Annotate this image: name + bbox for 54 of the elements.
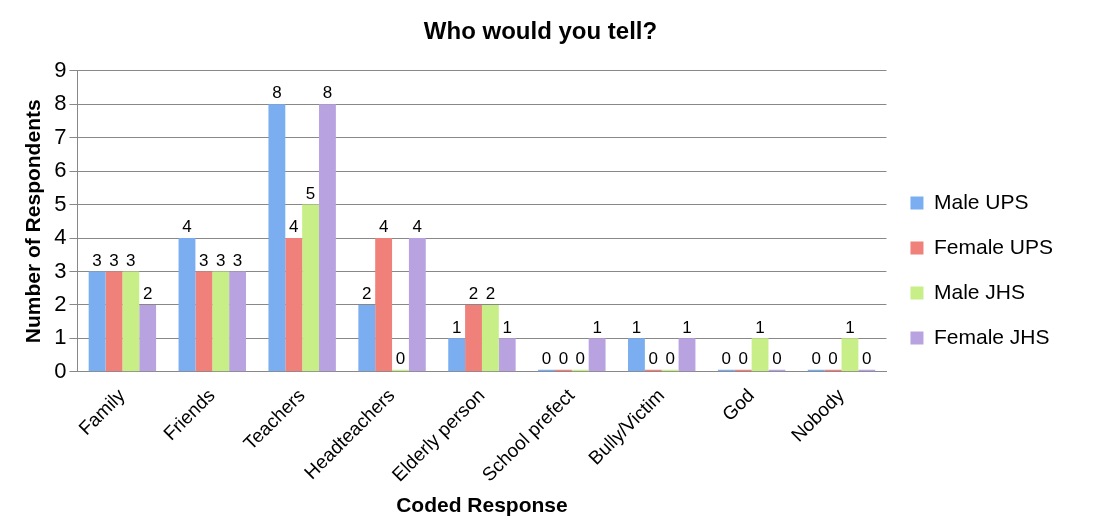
data-label: 0 [721, 348, 732, 368]
data-label: 3 [109, 250, 119, 270]
y-tick-label: 5 [54, 190, 67, 216]
data-label: 0 [828, 348, 838, 368]
legend-label: Male UPS [933, 189, 1029, 213]
data-label: 0 [648, 348, 659, 368]
data-label: 0 [541, 348, 552, 368]
y-tick-label: 4 [54, 224, 67, 250]
data-label: 4 [182, 217, 192, 237]
data-label: 0 [738, 348, 748, 368]
y-tick-label: 9 [54, 56, 67, 82]
data-label: 8 [322, 83, 333, 103]
data-label: 4 [378, 217, 389, 237]
y-tick-label: 7 [54, 123, 67, 149]
legend-label: Female JHS [933, 324, 1050, 348]
data-label: 8 [272, 83, 282, 103]
legend-label: Female UPS [933, 234, 1054, 258]
data-label: 0 [665, 348, 675, 368]
data-label: 3 [232, 250, 243, 270]
y-tick-label: 0 [54, 357, 67, 383]
data-label: 1 [631, 317, 642, 337]
data-label: 3 [92, 250, 102, 270]
data-label: 1 [592, 317, 602, 337]
y-tick-label: 8 [54, 90, 67, 116]
y-tick-label: 6 [54, 157, 67, 183]
data-label: 1 [755, 317, 765, 337]
x-tick-label: God [717, 384, 759, 425]
data-label: 0 [811, 348, 821, 368]
y-tick-label: 2 [54, 290, 67, 316]
data-label: 5 [305, 183, 316, 203]
data-label: 2 [468, 284, 479, 304]
data-label: 0 [558, 348, 569, 368]
y-axis-title: Number of Respondents [21, 99, 45, 344]
data-label: 2 [142, 284, 153, 304]
data-label: 4 [412, 217, 423, 237]
data-label: 1 [502, 317, 512, 337]
data-label: 2 [485, 284, 496, 304]
data-label: 0 [862, 348, 872, 368]
data-label: 0 [772, 348, 782, 368]
x-axis-title: Coded Response [396, 493, 568, 517]
data-label: 3 [215, 250, 226, 270]
data-label: 0 [575, 348, 585, 368]
data-label: 1 [682, 317, 692, 337]
chart-title: Who would you tell? [423, 17, 658, 45]
data-label: 3 [126, 250, 136, 270]
data-label: 4 [289, 217, 299, 237]
data-label: 3 [199, 250, 209, 270]
data-label: 1 [845, 317, 855, 337]
data-label: 1 [451, 317, 462, 337]
y-tick-label: 3 [54, 257, 67, 283]
data-label: 0 [395, 348, 406, 368]
y-tick-label: 1 [54, 324, 67, 350]
data-label: 2 [362, 284, 372, 304]
legend-label: Male JHS [933, 279, 1025, 303]
